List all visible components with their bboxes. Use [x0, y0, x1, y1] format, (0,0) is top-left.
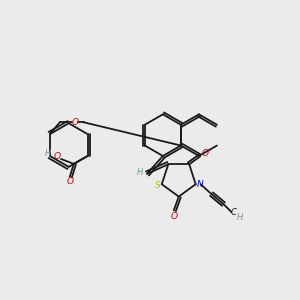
Text: H: H	[237, 213, 243, 222]
Text: O: O	[202, 149, 208, 158]
Text: H: H	[137, 168, 143, 177]
Text: C: C	[230, 208, 236, 217]
Text: O: O	[170, 212, 177, 221]
Text: H: H	[45, 149, 51, 158]
Text: O: O	[66, 177, 74, 186]
Text: O: O	[72, 118, 79, 127]
Text: N: N	[196, 180, 203, 189]
Text: S: S	[155, 181, 161, 190]
Text: O: O	[53, 152, 61, 161]
